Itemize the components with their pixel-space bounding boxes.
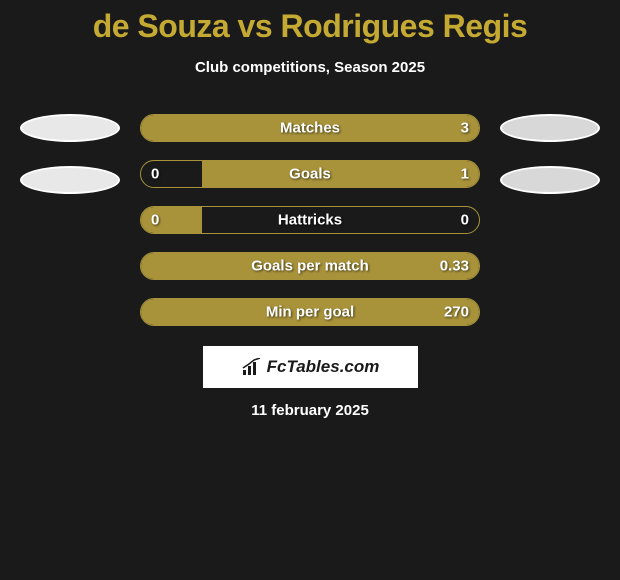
page-title: de Souza vs Rodrigues Regis	[0, 8, 620, 45]
stat-bar-matches: Matches 3	[140, 114, 480, 142]
bar-label: Min per goal	[266, 304, 354, 321]
bar-label: Hattricks	[278, 212, 342, 229]
stat-bar-min-per-goal: Min per goal 270	[140, 298, 480, 326]
logo-text: FcTables.com	[267, 357, 380, 377]
bar-value-left: 0	[151, 166, 159, 183]
bar-fill	[202, 161, 479, 187]
subtitle: Club competitions, Season 2025	[0, 59, 620, 76]
chart-area: Matches 3 0 Goals 1 0 Hattricks 0 Goals …	[0, 114, 620, 326]
comparison-infographic: de Souza vs Rodrigues Regis Club competi…	[0, 0, 620, 419]
chart-icon	[241, 358, 263, 376]
bar-value-right: 3	[461, 120, 469, 137]
bar-value-right: 0	[461, 212, 469, 229]
stat-bar-hattricks: 0 Hattricks 0	[140, 206, 480, 234]
bar-label: Goals	[289, 166, 331, 183]
avatar-column-left	[20, 114, 120, 194]
stat-bar-goals: 0 Goals 1	[140, 160, 480, 188]
bar-value-right: 1	[461, 166, 469, 183]
player-avatar-left-2	[20, 166, 120, 194]
player-avatar-right-2	[500, 166, 600, 194]
bar-value-right: 0.33	[440, 258, 469, 275]
stat-bar-goals-per-match: Goals per match 0.33	[140, 252, 480, 280]
avatar-column-right	[500, 114, 600, 194]
bar-value-left: 0	[151, 212, 159, 229]
bar-value-right: 270	[444, 304, 469, 321]
bars-container: Matches 3 0 Goals 1 0 Hattricks 0 Goals …	[140, 114, 480, 326]
player-avatar-right-1	[500, 114, 600, 142]
player-avatar-left-1	[20, 114, 120, 142]
logo-box: FcTables.com	[203, 346, 418, 388]
date-text: 11 february 2025	[0, 402, 620, 419]
bar-label: Goals per match	[251, 258, 369, 275]
bar-label: Matches	[280, 120, 340, 137]
